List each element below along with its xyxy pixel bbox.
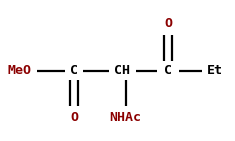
Text: NHAc: NHAc <box>110 111 142 124</box>
Text: Et: Et <box>207 64 223 77</box>
Text: O: O <box>164 17 172 30</box>
Text: MeO: MeO <box>8 64 32 77</box>
Text: O: O <box>70 111 78 124</box>
Text: C: C <box>70 64 78 77</box>
Text: C: C <box>164 64 172 77</box>
Text: CH: CH <box>114 64 130 77</box>
